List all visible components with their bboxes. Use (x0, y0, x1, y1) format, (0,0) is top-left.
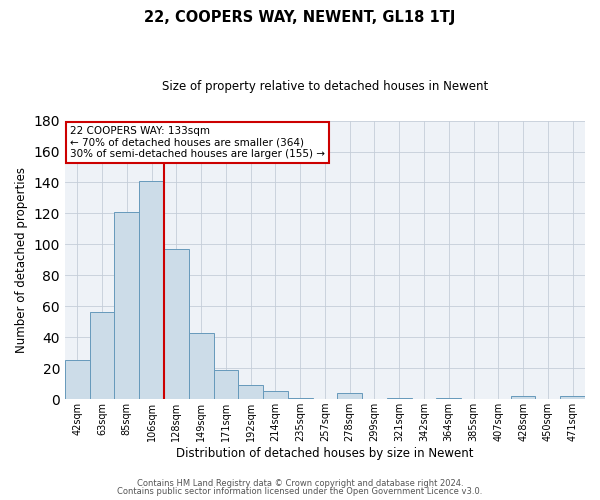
Bar (214, 370, 238, 399)
Bar (337, 393, 362, 399)
Bar (387, 398, 412, 399)
Bar (288, 398, 313, 399)
Bar (189, 332, 214, 399)
Bar (238, 385, 263, 399)
Title: Size of property relative to detached houses in Newent: Size of property relative to detached ho… (162, 80, 488, 93)
Text: Contains HM Land Registry data © Crown copyright and database right 2024.: Contains HM Land Registry data © Crown c… (137, 478, 463, 488)
Bar (436, 398, 461, 399)
Y-axis label: Number of detached properties: Number of detached properties (15, 167, 28, 353)
Bar (115, 212, 139, 399)
Bar (511, 396, 535, 399)
X-axis label: Distribution of detached houses by size in Newent: Distribution of detached houses by size … (176, 447, 474, 460)
Bar (560, 396, 585, 399)
Bar (65, 360, 89, 399)
Text: 22 COOPERS WAY: 133sqm
← 70% of detached houses are smaller (364)
30% of semi-de: 22 COOPERS WAY: 133sqm ← 70% of detached… (70, 126, 325, 160)
Bar (164, 249, 189, 399)
Text: 22, COOPERS WAY, NEWENT, GL18 1TJ: 22, COOPERS WAY, NEWENT, GL18 1TJ (145, 10, 455, 25)
Bar (139, 181, 164, 399)
Bar (89, 312, 115, 399)
Text: Contains public sector information licensed under the Open Government Licence v3: Contains public sector information licen… (118, 487, 482, 496)
Bar (263, 392, 288, 399)
